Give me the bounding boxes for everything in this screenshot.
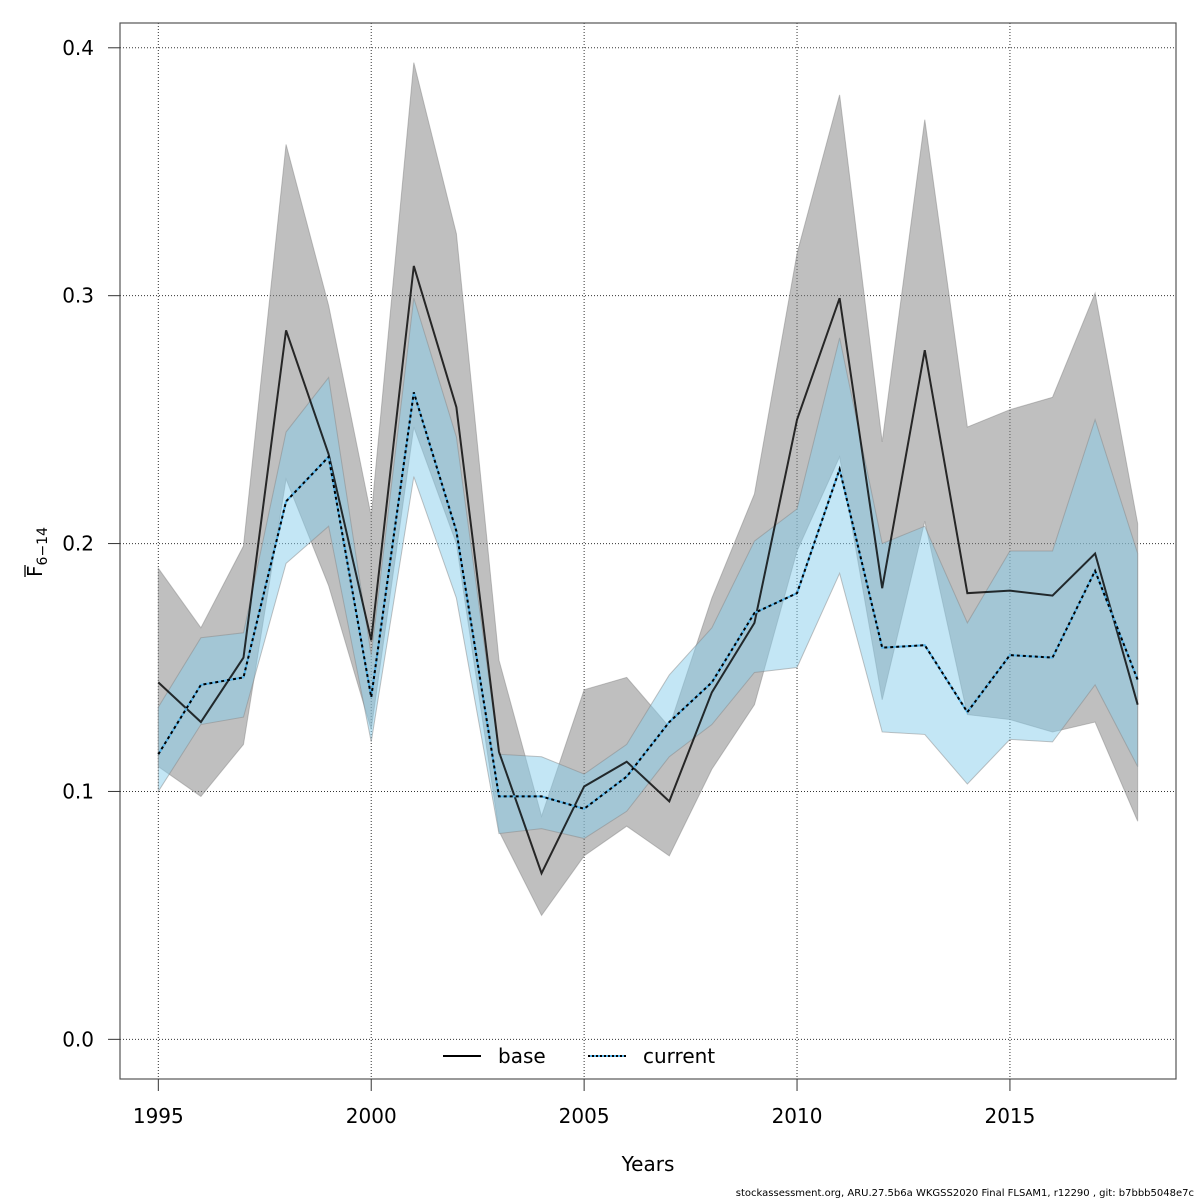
x-axis-label: Years <box>621 1152 675 1176</box>
x-tick-label: 1995 <box>133 1104 184 1128</box>
svg-text:F6−14: F6−14 <box>23 527 51 577</box>
y-axis-label-main: F <box>23 565 47 577</box>
legend-base-label: base <box>498 1044 546 1068</box>
base-line <box>157 265 1139 876</box>
x-tick-label: 2015 <box>984 1104 1035 1128</box>
current-line <box>157 392 1139 810</box>
y-tick-label: 0.4 <box>62 36 94 60</box>
y-tick-label: 0.1 <box>62 779 94 803</box>
y-tick-label: 0.2 <box>62 532 94 556</box>
y-tick-label: 0.0 <box>62 1027 94 1051</box>
plot-frame <box>119 22 1177 1080</box>
x-tick-label: 2010 <box>772 1104 823 1128</box>
footer-credit: stockassessment.org, ARU.27.5b6a WKGSS20… <box>735 1188 1194 1199</box>
y-tick-label: 0.3 <box>62 284 94 308</box>
x-tick-label: 2005 <box>559 1104 610 1128</box>
x-tick-label: 2000 <box>346 1104 397 1128</box>
confidence-bands <box>157 62 1139 917</box>
legend-current-label: current <box>643 1044 715 1068</box>
series-lines <box>157 265 1139 876</box>
x-axis: 1995 2000 2005 2010 2015 <box>133 1079 1035 1128</box>
y-axis: 0.0 0.1 0.2 0.3 0.4 <box>62 36 120 1051</box>
y-axis-label-subscript: 6−14 <box>35 527 51 566</box>
legend: base current <box>443 1044 715 1068</box>
y-axis-label: F6−14 <box>23 527 51 577</box>
